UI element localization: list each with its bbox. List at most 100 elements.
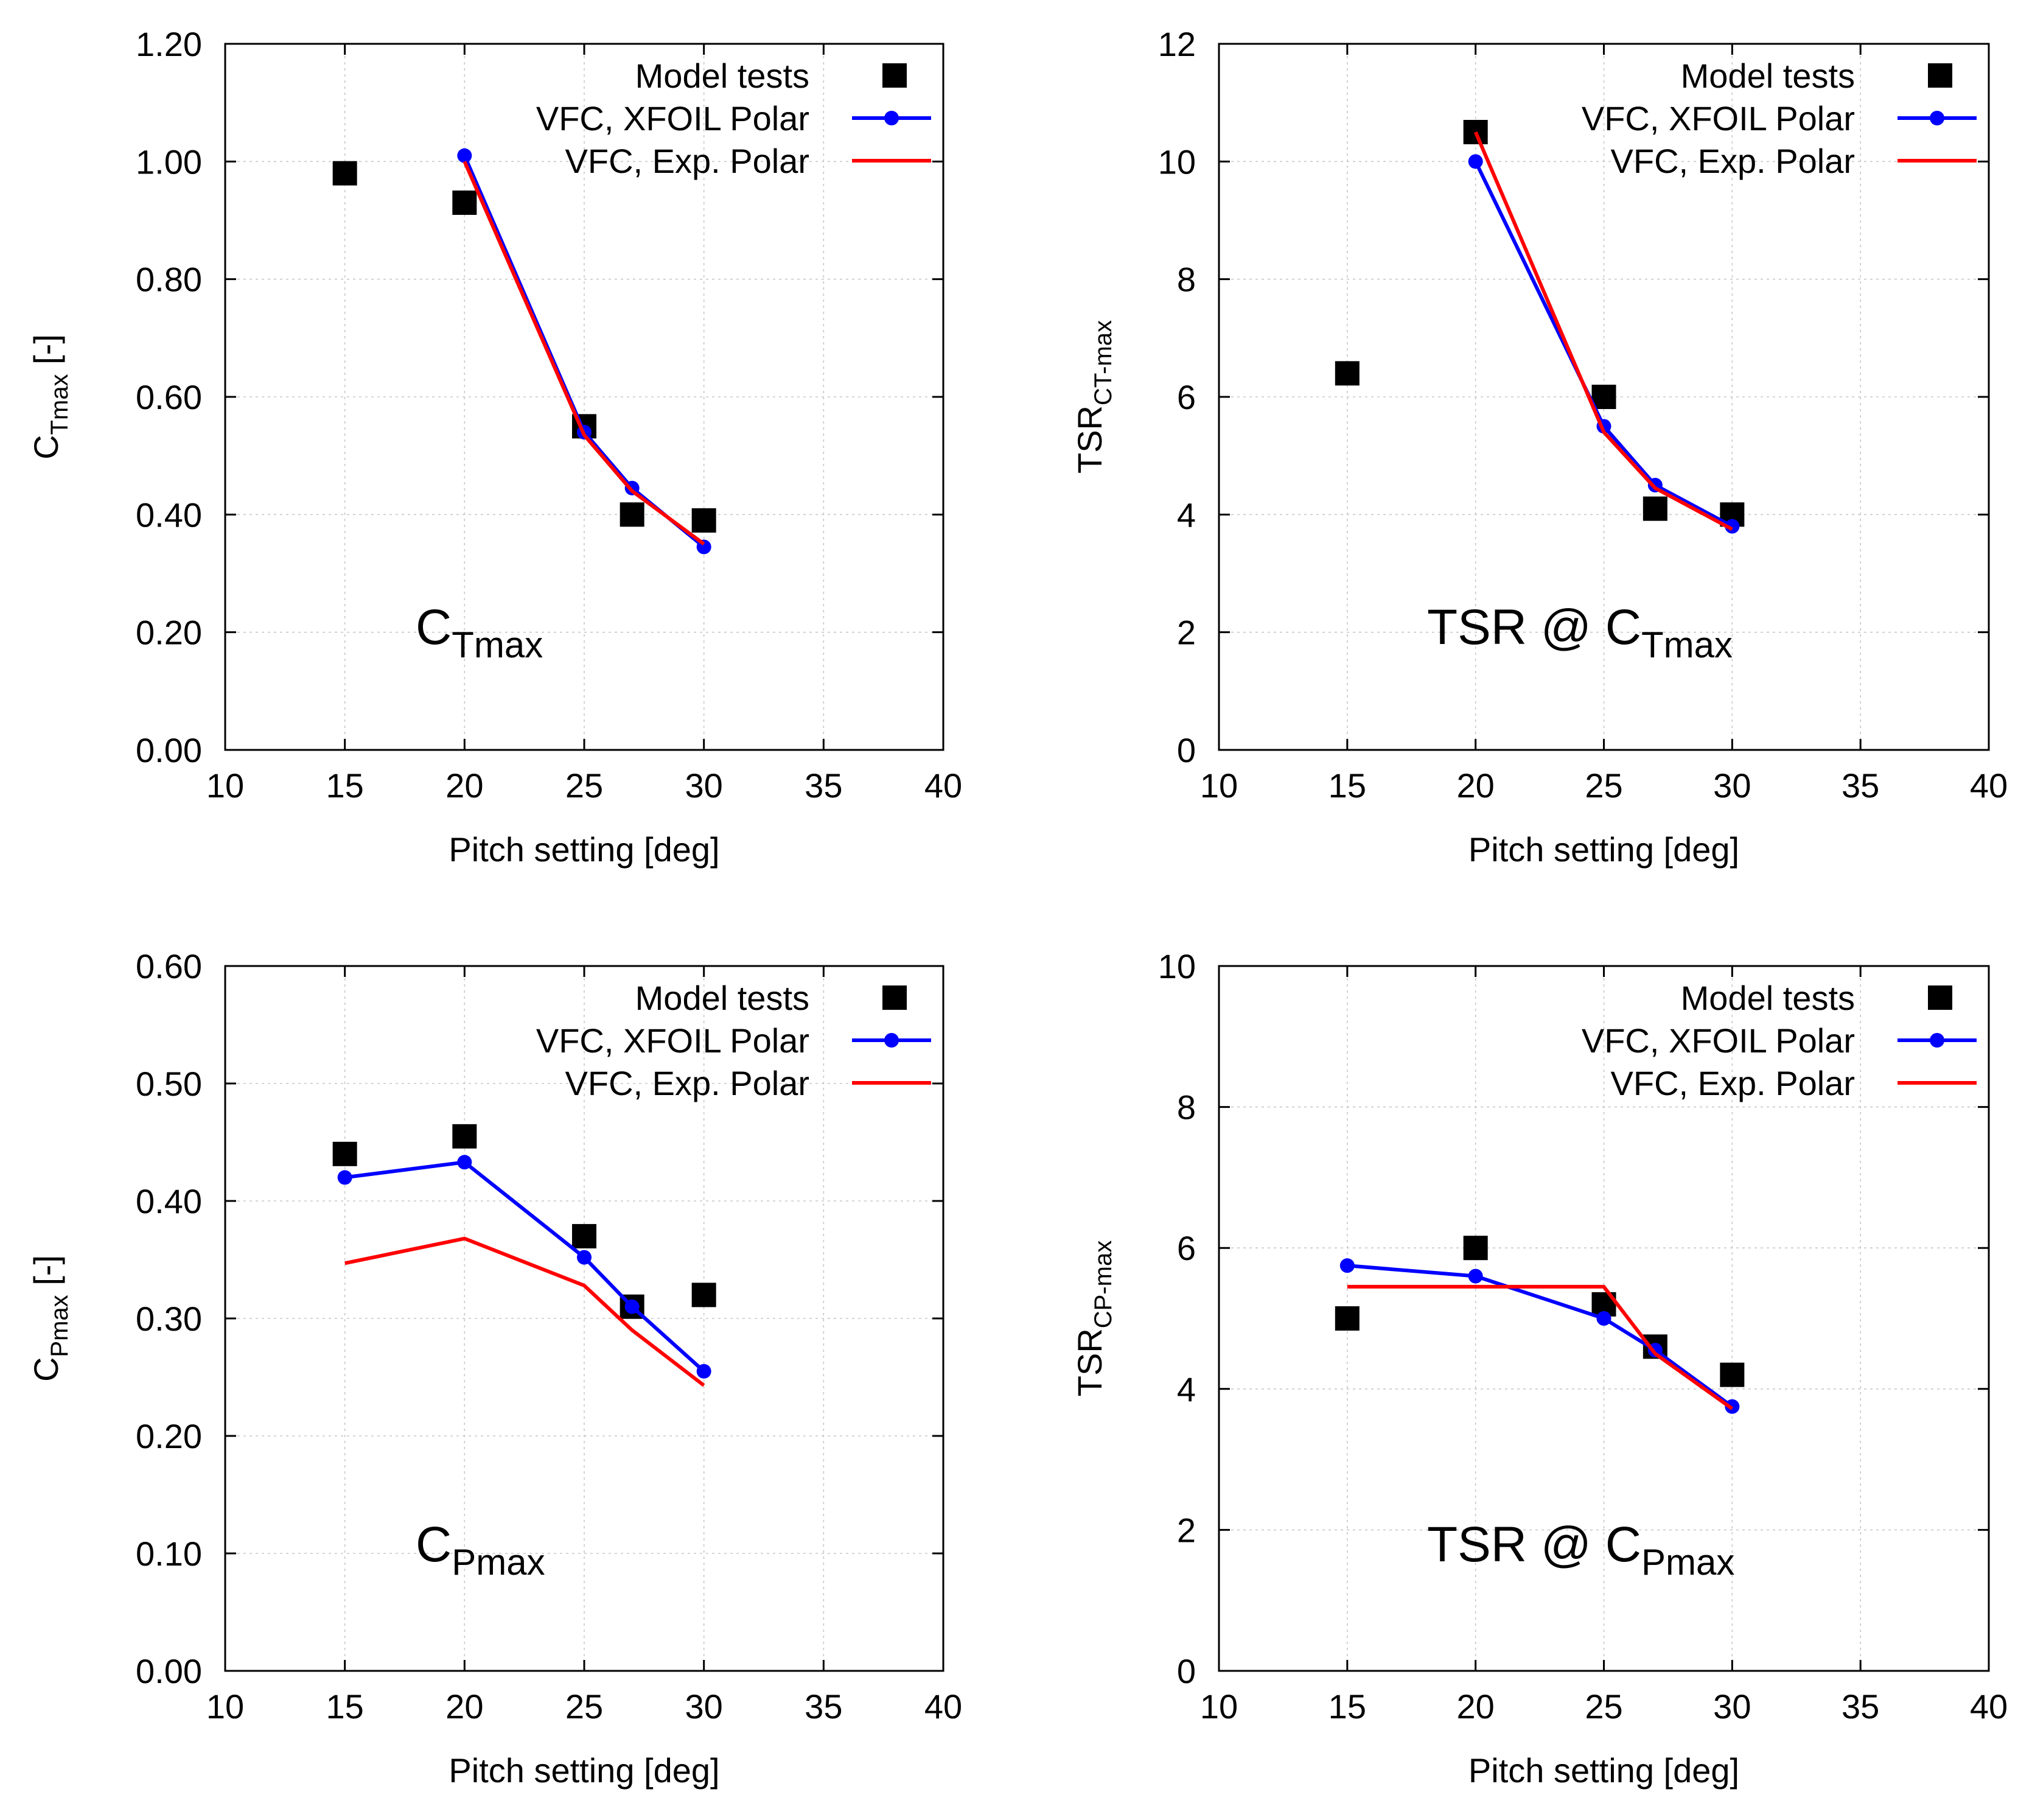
xfoil-polar-point	[696, 1363, 711, 1379]
model-test-point	[691, 1283, 716, 1307]
y-axis-title: TSRCP-max	[1070, 1241, 1117, 1396]
legend-square-symbol	[1928, 63, 1952, 88]
xfoil-polar-point	[577, 1250, 592, 1265]
panel-annotation: TSR @ CTmax	[1427, 600, 1733, 665]
legend-dot-symbol	[884, 111, 899, 125]
y-axis-title-main: C	[27, 435, 65, 459]
legend-label: VFC, Exp. Polar	[565, 1064, 809, 1102]
panel-annotation: TSR @ CPmax	[1427, 1517, 1734, 1583]
panel-annotation-main: C	[416, 1517, 452, 1572]
panel-tsr-at-ct-max: 10 15 20 25 30 35 40 0 2 4 6 8 10 12 Pitch setting [de…	[1070, 25, 2008, 869]
y-tick-label: 0	[1177, 731, 1196, 769]
y-tick-label: 8	[1177, 261, 1196, 299]
y-tick-label: 10	[1158, 142, 1196, 181]
x-tick-label: 30	[1713, 1687, 1751, 1726]
x-tick-label: 10	[1200, 766, 1238, 805]
model-test-point	[1643, 496, 1667, 521]
plot-frame	[224, 43, 944, 751]
y-axis-title: CPmax [-]	[27, 1255, 73, 1382]
exp-polar-line	[1473, 131, 1733, 531]
x-tick-label: 25	[1585, 766, 1622, 805]
legend-label: VFC, Exp. Polar	[1611, 1064, 1855, 1102]
x-axis-title: Pitch setting [deg]	[449, 830, 719, 869]
y-axis-title-sub: Tmax	[46, 374, 73, 435]
x-tick-label: 15	[326, 766, 364, 805]
x-tick-label: 20	[445, 766, 483, 805]
legend-square-symbol	[882, 985, 907, 1010]
y-axis-title-main: TSR	[1070, 1328, 1109, 1396]
x-tick-label: 40	[924, 1687, 962, 1726]
panel-annotation: CTmax	[416, 600, 543, 665]
y-tick-label: 4	[1177, 495, 1196, 534]
y-axis-title-suffix: [-]	[27, 334, 65, 374]
x-tick-label: 10	[206, 1687, 244, 1726]
xfoil-polar-point	[1468, 1269, 1483, 1284]
model-test-point	[452, 1124, 477, 1149]
model-test-point	[691, 508, 716, 533]
x-tick-label: 35	[1842, 1687, 1879, 1726]
legend-square-symbol	[1928, 985, 1952, 1010]
legend-label: Model tests	[635, 979, 809, 1017]
exp-polar-line	[344, 1236, 705, 1387]
panel-ct-max: 10 15 20 25 30 35 40 0.00 0.20 0.40 0.60 0.80 1.00 1.…	[27, 25, 962, 869]
legend-label: VFC, XFOIL Polar	[1582, 99, 1855, 138]
xfoil-polar-point	[1725, 519, 1740, 534]
y-axis-title-main: TSR	[1070, 405, 1109, 474]
y-tick-label: 0.20	[136, 1417, 202, 1455]
x-tick-label: 10	[1200, 1687, 1238, 1726]
y-axis-title-suffix: [-]	[27, 1255, 65, 1295]
y-axis-title: TSRCT-max	[1070, 320, 1117, 474]
panel-cp-max: 10 15 20 25 30 35 40 0.00 0.10 0.20 0.30 0.40 0.50 0.…	[27, 947, 962, 1790]
x-tick-label: 40	[1970, 1687, 2008, 1726]
x-tick-label: 30	[685, 766, 723, 805]
y-axis-title-sub: CP-max	[1090, 1241, 1117, 1328]
legend-dot-symbol	[1930, 1033, 1944, 1048]
x-axis-title: Pitch setting [deg]	[449, 1751, 719, 1790]
model-test-point	[332, 161, 357, 186]
legend-square-symbol	[882, 63, 907, 88]
exp-polar-line	[463, 161, 705, 546]
xfoil-polar-point	[1468, 154, 1483, 169]
y-tick-label: 0.00	[136, 1652, 202, 1690]
y-tick-label: 0.30	[136, 1300, 202, 1338]
panel-annotation-main: TSR @ C	[1427, 1517, 1641, 1572]
panel-annotation-main: TSR @ C	[1427, 600, 1641, 655]
y-tick-label: 6	[1177, 378, 1196, 416]
x-tick-label: 35	[805, 1687, 842, 1726]
x-tick-label: 20	[445, 1687, 483, 1726]
plot-frame	[224, 965, 944, 1672]
y-tick-label: 0.80	[136, 261, 202, 299]
y-tick-label: 6	[1177, 1229, 1196, 1267]
model-test-point	[1335, 361, 1360, 386]
panel-annotation-sub: Pmax	[452, 1542, 545, 1583]
model-test-point	[1335, 1306, 1360, 1331]
legend-label: VFC, XFOIL Polar	[536, 1021, 809, 1060]
y-tick-label: 1.20	[136, 25, 202, 63]
y-axis-title-sub: CT-max	[1090, 320, 1117, 405]
y-tick-label: 2	[1177, 1511, 1196, 1549]
panel-annotation-sub: Tmax	[452, 625, 543, 665]
exp-polar-line	[1347, 1284, 1734, 1410]
xfoil-polar-point	[1339, 1258, 1355, 1273]
y-axis-title: CTmax [-]	[27, 334, 73, 460]
x-axis-title: Pitch setting [deg]	[1468, 1751, 1739, 1790]
x-tick-label: 35	[805, 766, 842, 805]
legend-dot-symbol	[1930, 111, 1944, 125]
y-tick-label: 2	[1177, 614, 1196, 652]
y-tick-label: 12	[1158, 25, 1196, 63]
y-axis-title-main: C	[27, 1357, 65, 1382]
x-tick-label: 15	[326, 1687, 364, 1726]
model-test-point	[452, 191, 477, 215]
panel-annotation-sub: Pmax	[1641, 1542, 1734, 1583]
x-tick-label: 20	[1457, 1687, 1495, 1726]
model-test-point	[572, 1223, 596, 1248]
x-axis-title: Pitch setting [deg]	[1468, 830, 1739, 869]
xfoil-polar-point	[1596, 1311, 1611, 1326]
xfoil-polar-point	[457, 148, 472, 163]
y-tick-label: 10	[1158, 947, 1196, 985]
x-tick-label: 35	[1842, 766, 1879, 805]
y-tick-label: 0	[1177, 1652, 1196, 1690]
model-test-point	[1720, 1362, 1745, 1387]
x-tick-label: 40	[924, 766, 962, 805]
